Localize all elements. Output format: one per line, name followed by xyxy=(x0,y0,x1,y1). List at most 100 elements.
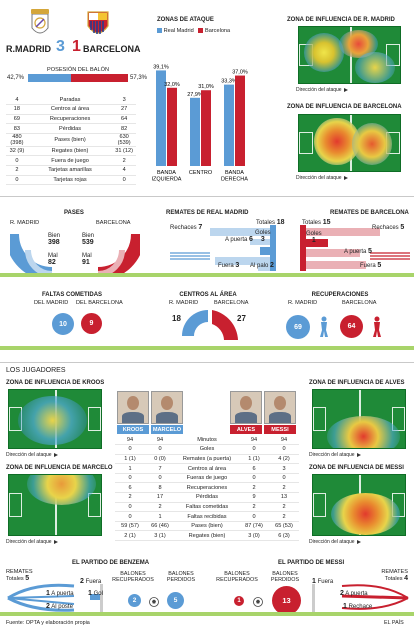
total-label: Totales xyxy=(302,220,322,226)
stat-row: 69 Recuperaciones 64 xyxy=(6,114,136,125)
totals-label: Totales xyxy=(384,576,403,582)
shots-barca-flow xyxy=(300,225,410,271)
away-bad-value: 91 xyxy=(82,259,90,266)
stat-label: Recuperaciones xyxy=(27,114,113,125)
ball-icon xyxy=(149,597,159,609)
row-value: 2 xyxy=(340,590,344,597)
benzema-shot-flow xyxy=(7,583,103,612)
stat-label: Tarjetas rojas xyxy=(27,175,113,186)
row-value: 5 xyxy=(368,248,372,255)
zone-bar-label: 27,9% xyxy=(187,92,203,98)
zone-bar-label: 39,1% xyxy=(153,64,169,70)
recoveries-away-label: BARCELONA xyxy=(342,300,377,306)
player-stat-row: 2 17 Pérdidas 9 13 xyxy=(115,492,299,503)
shots-madrid-goles: Goles 3 xyxy=(255,230,271,243)
player-stat-row: 1 7 Centros al área 6 3 xyxy=(115,463,299,474)
player-stat-value: 6 xyxy=(239,463,269,474)
total-label: Totales xyxy=(256,220,276,226)
player-stat-value: 0 xyxy=(145,473,175,484)
stat-away: 0 xyxy=(112,175,136,186)
player-stat-value: 0 xyxy=(239,473,269,484)
benzema-row-gol: 1 Gol xyxy=(88,590,103,597)
crosses-home-label: R. MADRID xyxy=(169,300,199,306)
player-stat-value: 6 xyxy=(115,482,145,494)
stat-label: Paradas xyxy=(27,95,113,106)
barca-direction: Dirección del ataque xyxy=(296,175,348,181)
penalty-box xyxy=(88,407,101,431)
player-stat-value: 1 xyxy=(115,463,145,474)
player-stat-value: 94 xyxy=(239,435,269,446)
crosses-away-label: BARCELONA xyxy=(214,300,249,306)
grass-strip xyxy=(0,273,414,277)
player-silhouette-icon xyxy=(371,316,383,340)
alves-photo xyxy=(230,391,262,424)
stat-home: 2 xyxy=(6,165,28,176)
player-stat-label: Regates (bien) xyxy=(175,530,239,542)
stat-home: 69 xyxy=(6,114,28,125)
player-stat-value: 94 xyxy=(115,435,145,446)
stat-away: 630 (539) xyxy=(112,133,136,147)
stat-row: 0 Fuera de juego 2 xyxy=(6,155,136,167)
heat-spot xyxy=(326,416,401,448)
penalty-box xyxy=(9,493,22,517)
player-stats-table: 94 94 Minutos 94 94 0 0 Goles 0 0 1 (1) 0 (0) Remate… xyxy=(115,435,299,542)
crosses-away-arc xyxy=(212,310,238,340)
passes-away-good: Bien 539 xyxy=(82,233,94,246)
zone-category-label: CENTRO xyxy=(189,170,213,176)
messi-row-apuerta: 2 A puerta xyxy=(340,590,368,597)
row-label: Fuera xyxy=(85,579,102,585)
player-stat-value: 0 xyxy=(269,473,299,484)
kroos-influence-pitch xyxy=(8,389,102,449)
shots-label: REMATES xyxy=(6,569,33,575)
row-value: 5 xyxy=(377,262,382,269)
recoveries-home-circle: 69 xyxy=(286,315,310,339)
player-stat-value: 9 xyxy=(239,492,269,503)
player-stat-label: Minutos xyxy=(175,435,239,446)
player-stat-label: Goles xyxy=(175,444,239,455)
stat-row: 83 Pérdidas 82 xyxy=(6,123,136,134)
row-label: Fuera xyxy=(317,579,334,585)
row-label: Rechaces xyxy=(170,225,197,231)
player-stat-label: Centros al área xyxy=(175,463,239,474)
fouls-home-label: DEL MADRID xyxy=(34,300,69,306)
home-team-name: R.MADRID xyxy=(6,44,51,54)
stat-label: Regates (bien) xyxy=(27,146,113,157)
player-stat-value: 2 xyxy=(115,492,145,503)
penalty-box xyxy=(313,407,326,431)
direction-label: Dirección del ataque xyxy=(296,87,342,93)
player-stat-value: 0 xyxy=(145,444,175,455)
barca-influence-title: ZONA DE INFLUENCIA DE BARCELONA xyxy=(287,104,402,110)
heat-spot xyxy=(351,123,392,166)
passes-home-good: Bien 398 xyxy=(48,233,60,246)
row-label: Fuera xyxy=(218,263,234,269)
stat-home: 0 xyxy=(6,175,28,186)
player-stat-value: 2 xyxy=(269,502,299,513)
zone-category-label: BANDA xyxy=(225,170,244,176)
heat-spot xyxy=(354,52,395,83)
crosses-away-value: 27 xyxy=(237,314,246,323)
penalty-box xyxy=(313,493,326,517)
penalty-box xyxy=(88,493,101,517)
messi-won-circle: 1 xyxy=(234,596,244,606)
marcelo-name: MARCELO xyxy=(151,425,183,434)
recoveries-home-label: R. MADRID xyxy=(288,300,318,306)
passes-away-label: BARCELONA xyxy=(96,220,131,226)
stat-label: Fuera de juego xyxy=(27,155,113,167)
shots-barca-total: Totales 15 xyxy=(302,219,330,226)
fouls-away-label: DEL BARCELONA xyxy=(76,300,123,306)
match-stats-table: 4 Paradas 3 18 Centros al área 27 69 Recuperaci… xyxy=(6,95,136,186)
player-stat-value: 2 xyxy=(269,511,299,522)
crosses-arcs xyxy=(182,310,238,340)
player-stat-value: 0 xyxy=(239,444,269,455)
bad-label: Mal xyxy=(48,253,58,259)
away-score: 1 xyxy=(72,38,81,55)
row-value: 2 xyxy=(270,262,274,269)
possession-home-fill xyxy=(28,74,71,82)
grass-strip xyxy=(0,346,414,350)
direction-label: Dirección del ataque xyxy=(296,175,342,181)
kroos-influence-title: ZONA DE INFLUENCIA DE KROOS xyxy=(6,380,105,386)
player-stat-value: 0 xyxy=(115,473,145,484)
player-stat-value: 1 (1) xyxy=(115,454,145,465)
shots-madrid-title: REMATES DE REAL MADRID xyxy=(166,210,249,216)
stat-row: 480 (398) Pases (bien) 630 (539) xyxy=(6,133,136,147)
